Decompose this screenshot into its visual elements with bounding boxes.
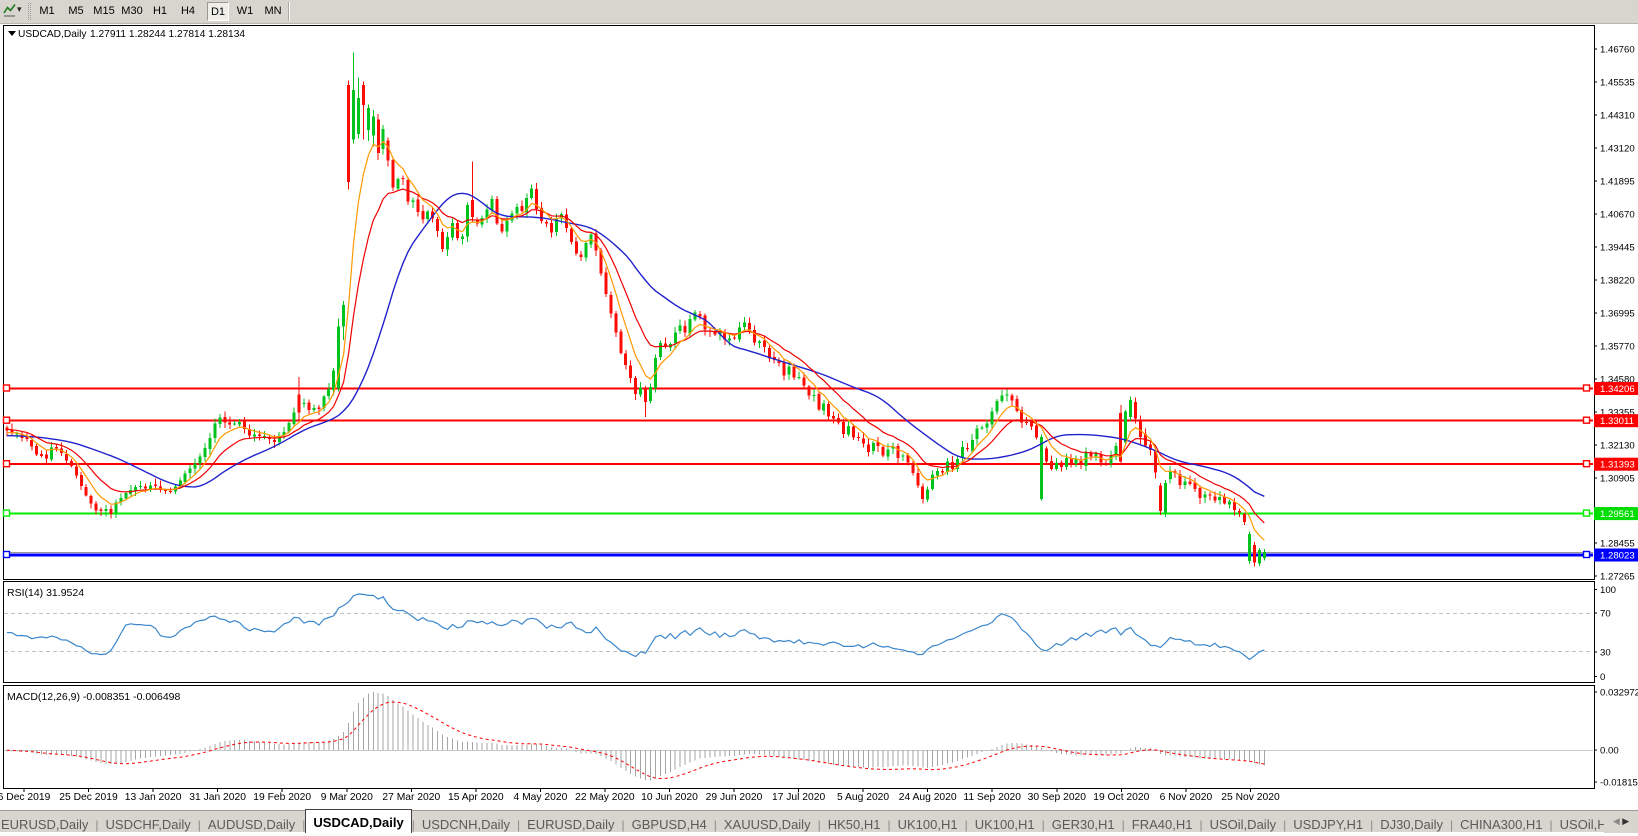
svg-text:1.35770: 1.35770: [1600, 342, 1635, 353]
svg-text:1.33355: 1.33355: [1600, 408, 1635, 419]
svg-text:1.44310: 1.44310: [1600, 111, 1635, 122]
svg-text:1.34580: 1.34580: [1600, 375, 1635, 386]
svg-text:11 Sep 2020: 11 Sep 2020: [963, 792, 1021, 803]
svg-text:6 Dec 2019: 6 Dec 2019: [0, 792, 51, 803]
svg-text:1.32130: 1.32130: [1600, 441, 1635, 452]
svg-text:1.27265: 1.27265: [1600, 572, 1635, 583]
svg-text:30: 30: [1600, 647, 1611, 658]
svg-text:1.45535: 1.45535: [1600, 78, 1635, 89]
svg-text:15 Apr 2020: 15 Apr 2020: [448, 792, 504, 803]
svg-text:1.43120: 1.43120: [1600, 144, 1635, 155]
svg-text:1.33011: 1.33011: [1600, 416, 1634, 427]
svg-text:1.41895: 1.41895: [1600, 177, 1635, 188]
svg-text:0: 0: [1600, 672, 1605, 683]
svg-text:0.032972: 0.032972: [1600, 688, 1638, 699]
svg-text:19 Oct 2020: 19 Oct 2020: [1093, 792, 1149, 803]
svg-text:17 Jul 2020: 17 Jul 2020: [772, 792, 826, 803]
svg-text:1.38220: 1.38220: [1600, 276, 1635, 287]
svg-text:1.28023: 1.28023: [1600, 551, 1635, 562]
svg-text:19 Feb 2020: 19 Feb 2020: [253, 792, 311, 803]
svg-text:1.40670: 1.40670: [1600, 210, 1635, 221]
svg-text:1.31393: 1.31393: [1600, 460, 1635, 471]
svg-text:10 Jun 2020: 10 Jun 2020: [641, 792, 698, 803]
svg-text:0.00: 0.00: [1600, 746, 1619, 757]
svg-text:1.39445: 1.39445: [1600, 243, 1635, 254]
svg-text:70: 70: [1600, 609, 1611, 620]
svg-text:1.46760: 1.46760: [1600, 45, 1635, 56]
svg-text:29 Jun 2020: 29 Jun 2020: [706, 792, 763, 803]
svg-text:30 Sep 2020: 30 Sep 2020: [1028, 792, 1087, 803]
svg-text:9 Mar 2020: 9 Mar 2020: [321, 792, 373, 803]
svg-text:-0.018154: -0.018154: [1600, 777, 1638, 788]
svg-text:1.34206: 1.34206: [1600, 384, 1635, 395]
svg-text:27 Mar 2020: 27 Mar 2020: [382, 792, 440, 803]
svg-text:31 Jan 2020: 31 Jan 2020: [189, 792, 246, 803]
svg-text:1.36995: 1.36995: [1600, 309, 1635, 320]
svg-text:1.29561: 1.29561: [1600, 509, 1635, 520]
svg-text:25 Dec 2019: 25 Dec 2019: [59, 792, 118, 803]
svg-text:RSI(14) 31.9524: RSI(14) 31.9524: [7, 587, 84, 599]
svg-text:5 Aug 2020: 5 Aug 2020: [837, 792, 889, 803]
svg-text:MACD(12,26,9) -0.008351 -0.006: MACD(12,26,9) -0.008351 -0.006498: [7, 691, 181, 703]
svg-text:1.30905: 1.30905: [1600, 474, 1635, 485]
svg-text:13 Jan 2020: 13 Jan 2020: [125, 792, 182, 803]
svg-text:4 May 2020: 4 May 2020: [513, 792, 567, 803]
svg-text:22 May 2020: 22 May 2020: [575, 792, 635, 803]
svg-text:USDCAD,Daily: USDCAD,Daily: [18, 29, 87, 40]
svg-text:100: 100: [1600, 585, 1616, 596]
svg-text:1.27911 1.28244 1.27814 1.2813: 1.27911 1.28244 1.27814 1.28134: [90, 29, 245, 40]
svg-text:6 Nov 2020: 6 Nov 2020: [1160, 792, 1213, 803]
svg-text:25 Nov 2020: 25 Nov 2020: [1221, 792, 1280, 803]
svg-text:1.28455: 1.28455: [1600, 539, 1635, 550]
svg-text:24 Aug 2020: 24 Aug 2020: [899, 792, 957, 803]
